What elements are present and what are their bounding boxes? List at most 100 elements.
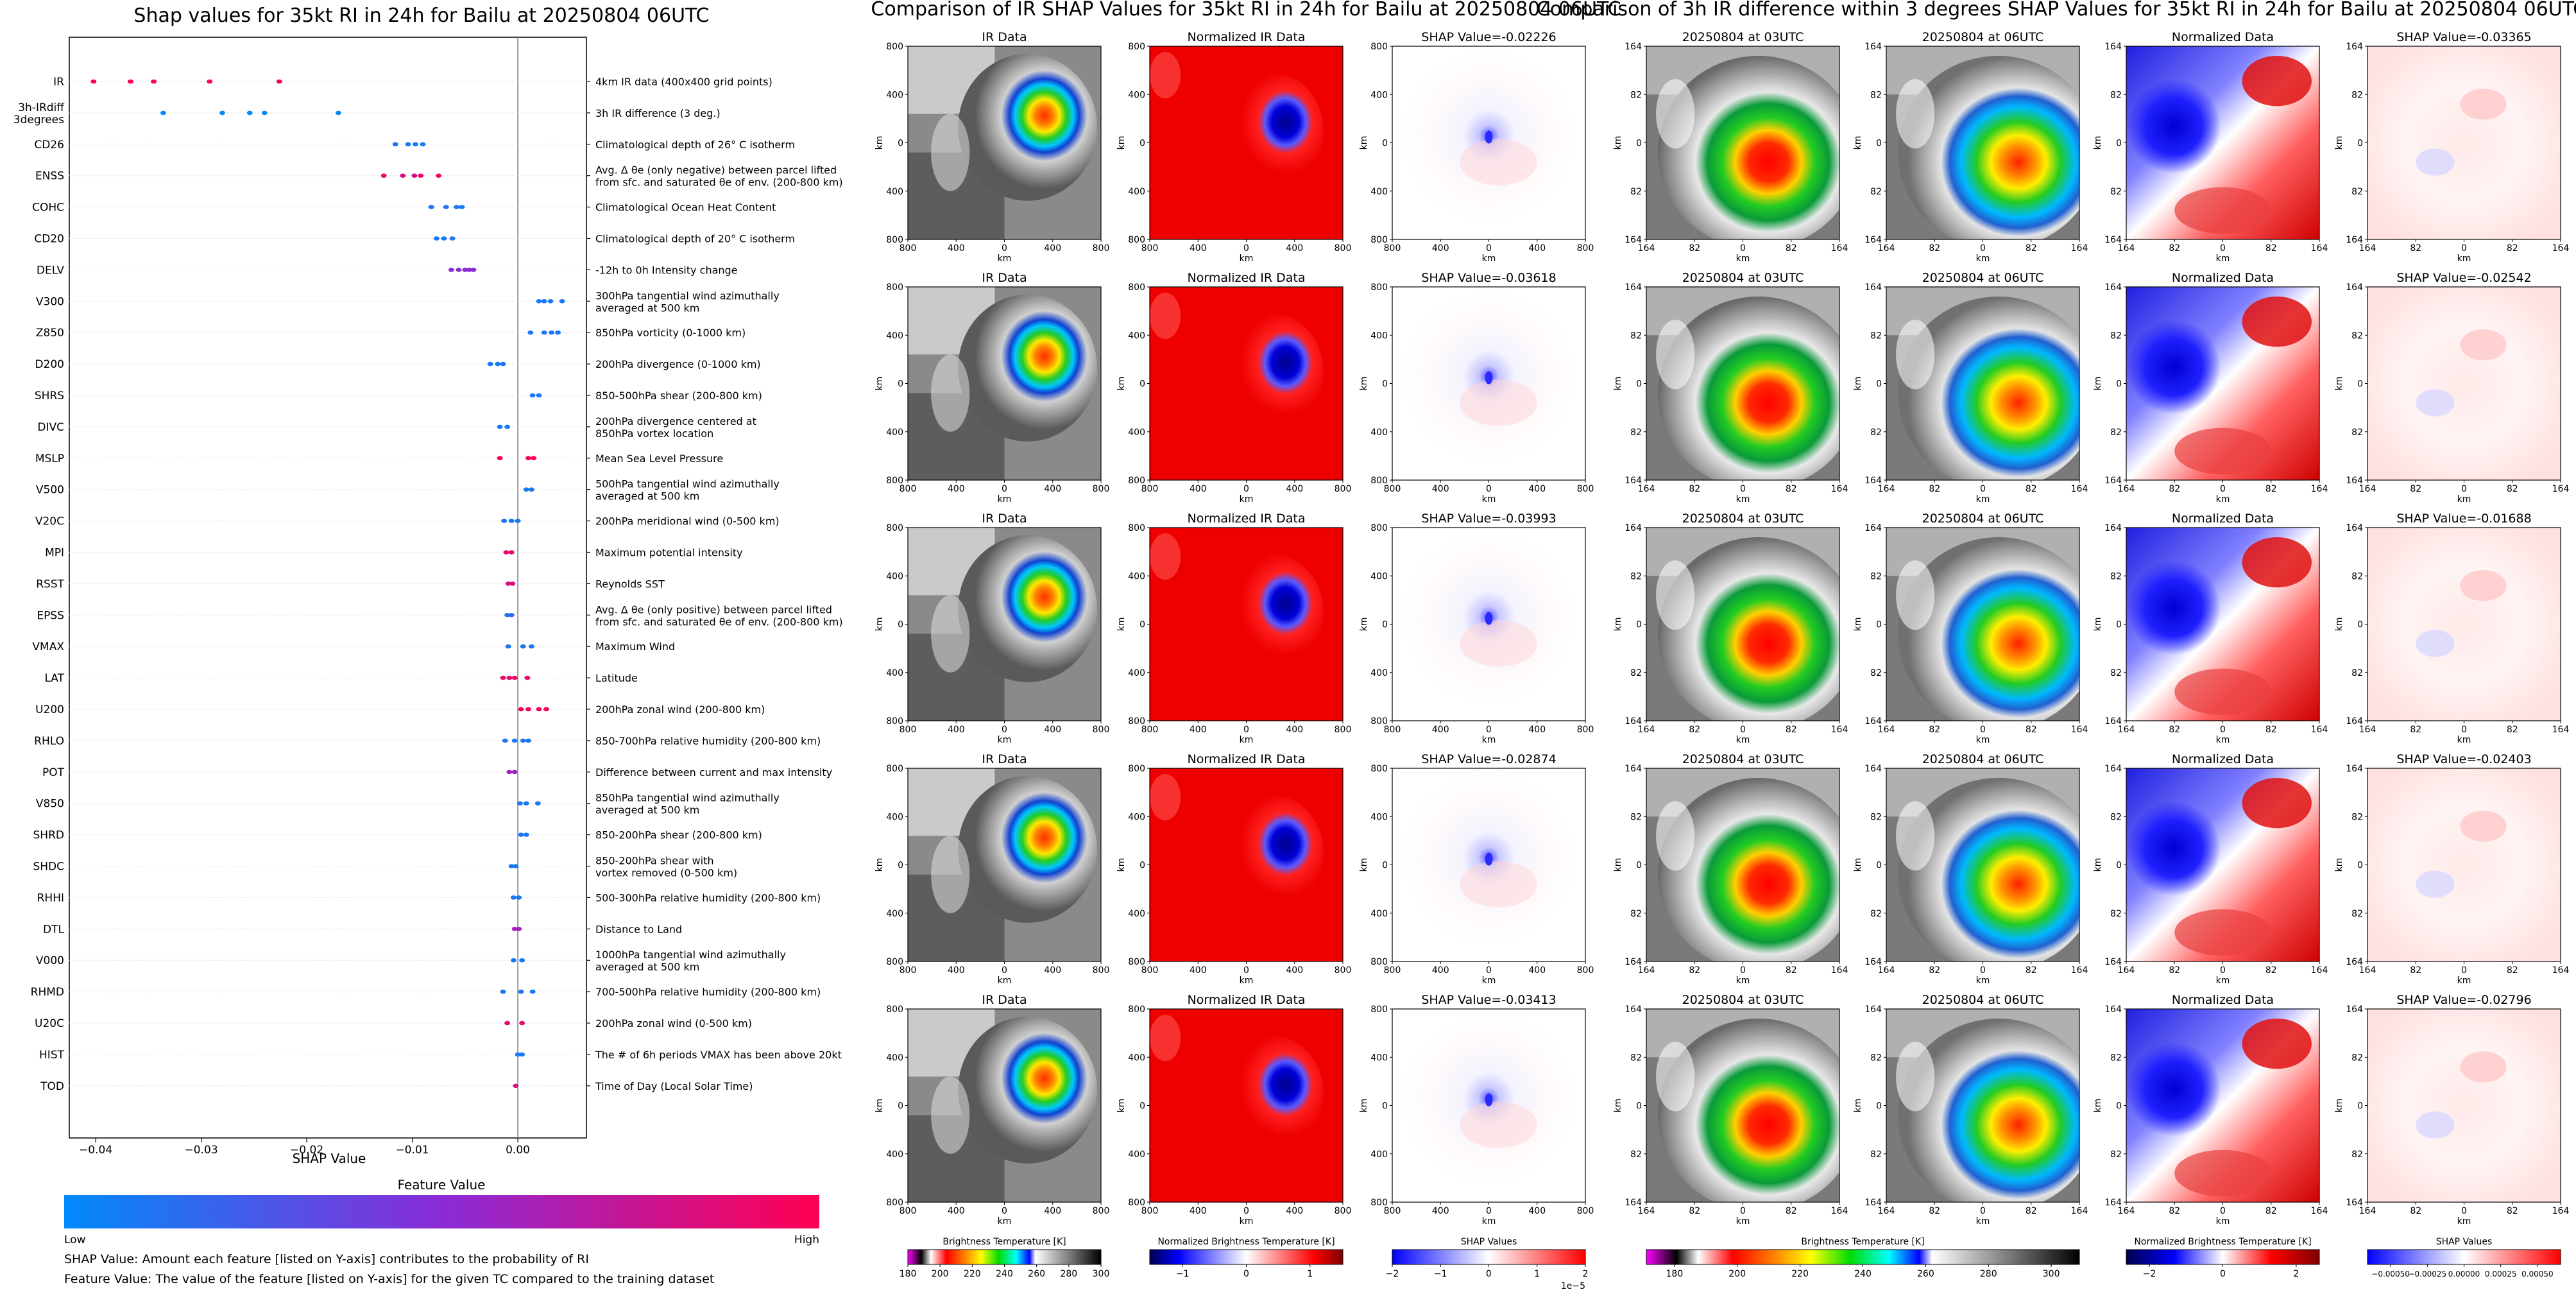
shap-point [436, 173, 442, 178]
x-axis-label: km [1482, 735, 1496, 745]
shap-point [516, 927, 522, 931]
ds-image [2367, 528, 2561, 721]
x-axis-label: km [1240, 735, 1254, 745]
x-tick-label: 164 [2359, 725, 2376, 735]
x-axis-label: km [998, 976, 1012, 986]
y-tick-label: 400 [886, 427, 903, 438]
shap-point [523, 487, 529, 492]
shap-point [559, 299, 565, 304]
shap-point [160, 110, 166, 116]
shap-point [520, 644, 526, 649]
colorbar-tick-label: 1 [1307, 1269, 1313, 1279]
feature-description: 4km IR data (400x400 grid points) [595, 76, 772, 88]
panel-title: SHAP Value=-0.02874 [1421, 752, 1556, 766]
shap-point [449, 236, 456, 241]
feature-row: RHMD 700-500hPa relative humidity (200-80… [31, 986, 821, 999]
shap-point [441, 236, 447, 241]
colorbar-tick-label: 2 [1583, 1269, 1589, 1279]
ds-image [2367, 287, 2561, 480]
y-tick-label: 82 [1630, 1150, 1642, 1160]
y-tick-label: 164 [1864, 716, 1882, 727]
shap-point [516, 895, 522, 900]
y-tick-label: 82 [1870, 1053, 1882, 1063]
feature-label: MPI [45, 547, 64, 560]
y-axis-label: km [2334, 858, 2344, 872]
x-tick-label: 164 [1831, 1206, 1848, 1216]
x-axis-label: km [2216, 494, 2230, 504]
x-tick-label: 82 [1929, 1206, 1940, 1216]
colorbar-label: SHAP Values [1461, 1237, 1517, 1247]
y-tick-label: 164 [2104, 764, 2122, 774]
shap-point [487, 361, 493, 366]
colorbar-tick-label: 280 [1060, 1269, 1077, 1279]
shap-point [505, 644, 511, 649]
x-tick-label: 400 [1432, 725, 1449, 735]
y-tick-label: 800 [886, 42, 903, 52]
feature-label: POT [42, 766, 65, 779]
y-axis-label: km [1613, 617, 1623, 632]
x-axis-label: km [998, 1216, 1012, 1227]
y-tick-label: 82 [2110, 909, 2122, 919]
panel-title: Normalized IR Data [1188, 752, 1306, 766]
feature-description: 1000hPa tangential wind azimuthally avera… [595, 949, 786, 973]
panel-title: Normalized Data [2172, 271, 2274, 285]
x-tick-label: 0 [2461, 1206, 2467, 1216]
feature-row: RSST Reynolds SST [36, 578, 665, 590]
x-tick-label: 82 [2265, 1206, 2277, 1216]
ir-comparison: Comparison of IR SHAP Values for 35kt RI… [871, 0, 1621, 1291]
y-tick-label: 82 [1630, 427, 1642, 438]
y-tick-label: 400 [1370, 1150, 1388, 1160]
x-tick-label: 800 [1335, 1206, 1352, 1216]
feature-row: V850 850hPa tangential wind azimuthally av… [36, 792, 780, 816]
y-tick-label: 0 [1636, 620, 1642, 630]
diff-panel: 20250804 at 06UTC1641648282008282164164k… [1853, 512, 2088, 745]
panel-title: SHAP Value=-0.03365 [2396, 30, 2531, 44]
feature-row: U200 200hPa zonal wind (200-800 km) [35, 703, 765, 716]
x-tick-label: 400 [1286, 484, 1303, 494]
feature-label: U200 [35, 703, 64, 716]
shap-point [508, 550, 515, 555]
colorbar-tick-label: −2 [1386, 1269, 1399, 1279]
x-tick-label: 82 [1786, 725, 1797, 735]
y-axis-label: km [874, 858, 885, 872]
shap-point [511, 927, 518, 931]
x-tick-label: 164 [2552, 1206, 2570, 1216]
shap-image [1392, 1009, 1585, 1202]
x-tick-label: 82 [1689, 1206, 1700, 1216]
d06-image [1886, 768, 2079, 961]
ir-colorbar: SHAP Values −2 −1 0 1 2 1e−5 [1386, 1237, 1589, 1291]
y-tick-label: 400 [1128, 427, 1145, 438]
x-tick-label: 800 [1141, 965, 1159, 976]
shap-point [519, 958, 525, 963]
colorbar-tick-label: 200 [932, 1269, 949, 1279]
x-tick-label: 0 [1243, 725, 1249, 735]
feature-label: V20C [35, 515, 64, 528]
feature-description: 200hPa zonal wind (0-500 km) [595, 1017, 752, 1029]
y-tick-label: 164 [2346, 235, 2363, 245]
x-tick-label: 82 [2169, 725, 2180, 735]
shap-point [515, 1052, 521, 1057]
y-axis-label: km [1853, 377, 1863, 391]
shap-point [418, 173, 424, 178]
shap-point [500, 361, 506, 366]
y-tick-label: 82 [1870, 909, 1882, 919]
y-tick-label: 400 [1370, 90, 1388, 100]
x-axis-label: km [2457, 735, 2471, 745]
diff-panel: 20250804 at 03UTC1641648282008282164164k… [1613, 271, 1848, 504]
shap-point [506, 675, 513, 680]
feature-label: DTL [43, 923, 64, 936]
shap-point [511, 675, 518, 680]
feature-row: V000 1000hPa tangential wind azimuthally a… [36, 949, 786, 973]
colorbar-tick-label: 0 [1243, 1269, 1249, 1279]
d03-image [1646, 287, 1839, 480]
y-tick-label: 82 [2110, 1053, 2122, 1063]
y-tick-label: 0 [1139, 139, 1145, 149]
irn-image [1150, 1009, 1343, 1202]
y-tick-label: 164 [2346, 957, 2363, 967]
x-tick-label: 82 [1786, 1206, 1797, 1216]
ir-panel: Normalized IR Data8008004004000040040080… [1116, 271, 1351, 504]
y-tick-label: 164 [1625, 957, 1642, 967]
shap-point [454, 205, 460, 209]
